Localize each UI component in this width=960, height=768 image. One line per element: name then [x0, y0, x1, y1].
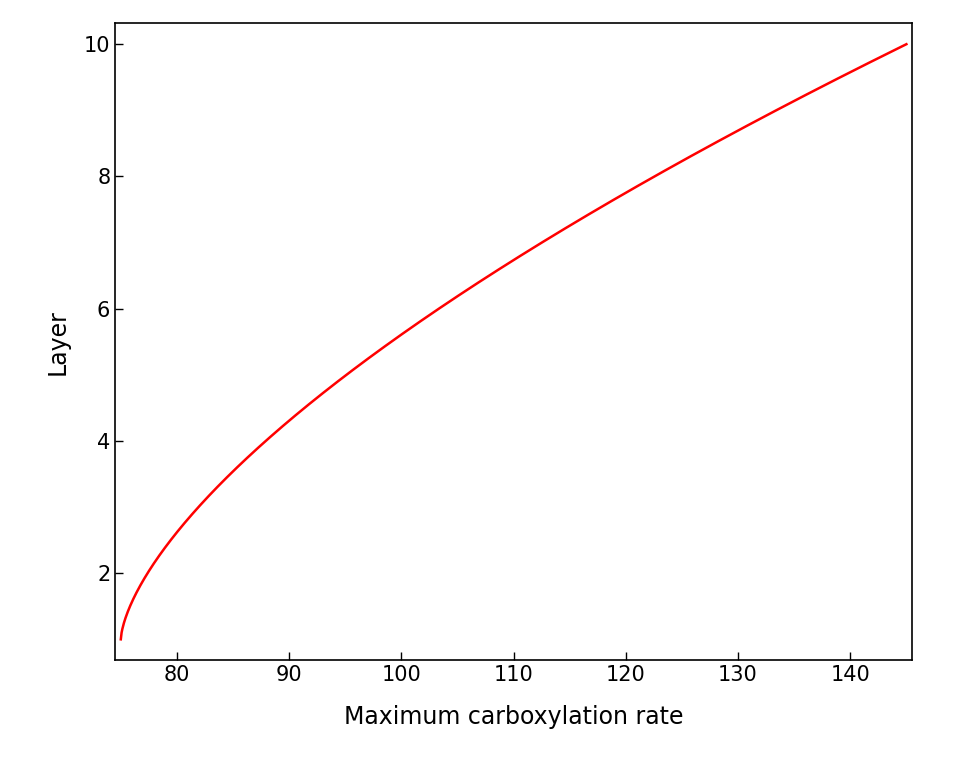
Y-axis label: Layer: Layer: [46, 309, 70, 375]
X-axis label: Maximum carboxylation rate: Maximum carboxylation rate: [344, 705, 684, 729]
